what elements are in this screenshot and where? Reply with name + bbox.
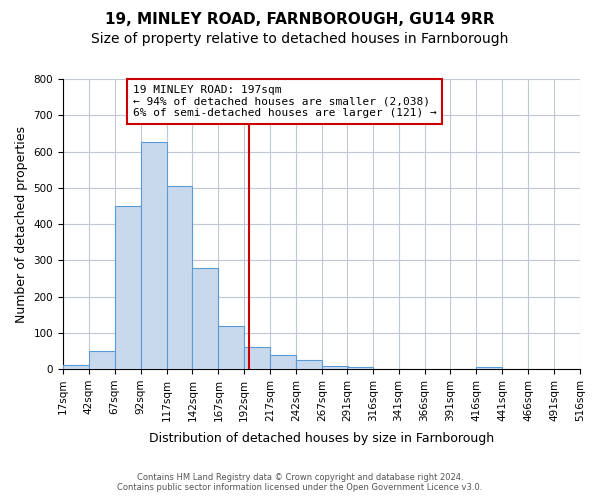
- Bar: [63, 364, 89, 369]
- Bar: [89, 351, 115, 369]
- Bar: [322, 366, 348, 369]
- Bar: [270, 354, 296, 369]
- Bar: [167, 186, 193, 369]
- Text: 19, MINLEY ROAD, FARNBOROUGH, GU14 9RR: 19, MINLEY ROAD, FARNBOROUGH, GU14 9RR: [105, 12, 495, 28]
- Bar: [476, 367, 502, 369]
- Bar: [115, 206, 140, 369]
- Text: 19 MINLEY ROAD: 197sqm
← 94% of detached houses are smaller (2,038)
6% of semi-d: 19 MINLEY ROAD: 197sqm ← 94% of detached…: [133, 85, 436, 118]
- X-axis label: Distribution of detached houses by size in Farnborough: Distribution of detached houses by size …: [149, 432, 494, 445]
- Bar: [296, 360, 322, 369]
- Y-axis label: Number of detached properties: Number of detached properties: [15, 126, 28, 322]
- Bar: [347, 367, 373, 369]
- Text: Contains HM Land Registry data © Crown copyright and database right 2024.
Contai: Contains HM Land Registry data © Crown c…: [118, 473, 482, 492]
- Bar: [140, 142, 167, 369]
- Text: Size of property relative to detached houses in Farnborough: Size of property relative to detached ho…: [91, 32, 509, 46]
- Bar: [193, 268, 218, 369]
- Bar: [218, 326, 244, 369]
- Bar: [244, 346, 270, 369]
